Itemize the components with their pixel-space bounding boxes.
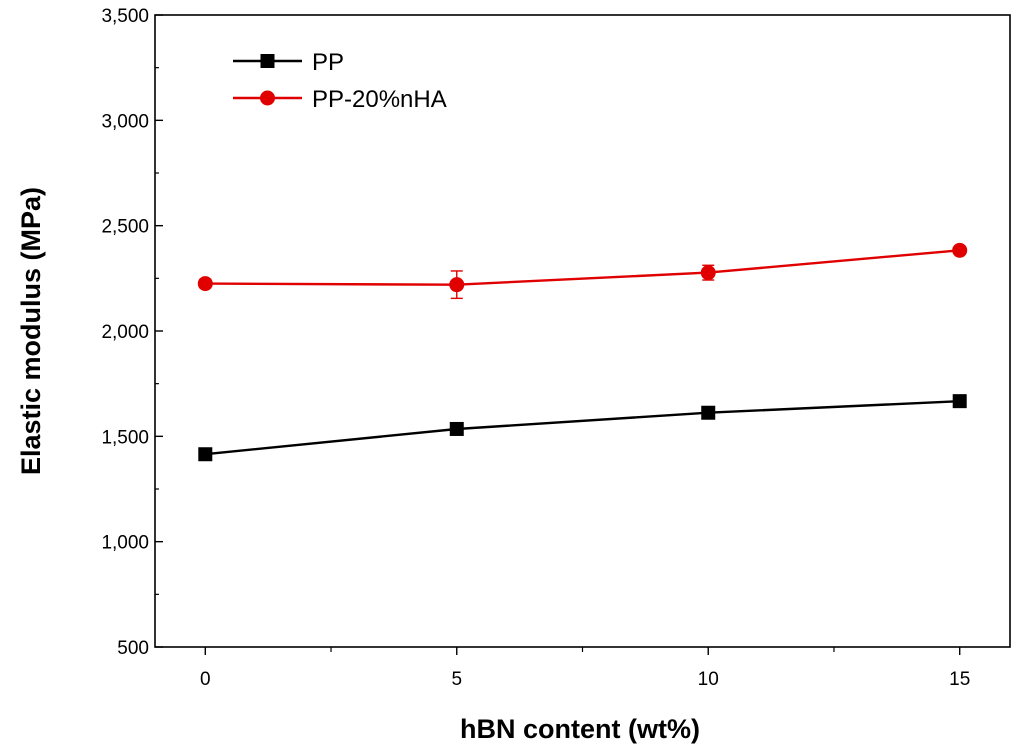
series-line <box>205 400 960 456</box>
legend-marker <box>260 54 275 68</box>
data-point <box>198 447 213 462</box>
axes: 500 1,000 1,500 2,000 2,500 3,000 3,500 0 5 10 15 <box>101 6 1011 690</box>
plot-area <box>197 242 968 462</box>
legend-marker <box>260 90 275 106</box>
y-tick-label: 2,500 <box>101 217 149 238</box>
y-tick-label: 1,500 <box>101 427 149 448</box>
x-tick-label: 15 <box>949 669 970 690</box>
data-point <box>700 265 716 281</box>
legend: PP PP-20%nHA <box>233 49 447 113</box>
series-2 <box>197 242 968 300</box>
data-point <box>952 242 968 258</box>
data-point <box>952 394 967 409</box>
x-axis-title: hBN content (wt%) <box>460 714 700 744</box>
legend-label: PP <box>312 49 344 76</box>
legend-item-1: PP <box>233 49 344 76</box>
data-point <box>701 405 716 420</box>
y-tick-label: 500 <box>117 638 149 659</box>
series-line <box>205 249 960 286</box>
x-tick-label: 0 <box>200 669 211 690</box>
y-tick-label: 2,000 <box>101 322 149 343</box>
x-tick-label: 5 <box>451 669 462 690</box>
y-tick-label: 3,500 <box>101 6 149 27</box>
data-point <box>197 276 213 292</box>
data-point <box>449 421 464 436</box>
legend-label: PP-20%nHA <box>312 86 447 113</box>
y-axis-title: Elastic modulus (MPa) <box>16 187 46 475</box>
y-tick-label: 3,000 <box>101 111 149 132</box>
series-1 <box>198 394 967 462</box>
data-point <box>449 277 465 293</box>
legend-item-2: PP-20%nHA <box>233 86 447 113</box>
y-tick-label: 1,000 <box>101 533 149 554</box>
plot-frame <box>154 14 1011 648</box>
x-tick-label: 10 <box>698 669 719 690</box>
